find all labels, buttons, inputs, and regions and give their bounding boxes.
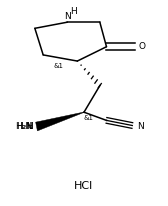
Text: H₂N: H₂N	[16, 122, 33, 131]
Text: HCl: HCl	[74, 181, 94, 191]
Text: N: N	[64, 12, 71, 21]
Text: H₂N: H₂N	[15, 122, 32, 131]
Text: H: H	[26, 122, 33, 131]
Text: &1: &1	[53, 63, 63, 69]
Text: N: N	[137, 122, 144, 131]
Text: H: H	[70, 7, 77, 16]
Polygon shape	[36, 112, 84, 131]
Text: &1: &1	[83, 115, 93, 121]
Text: O: O	[139, 42, 146, 51]
